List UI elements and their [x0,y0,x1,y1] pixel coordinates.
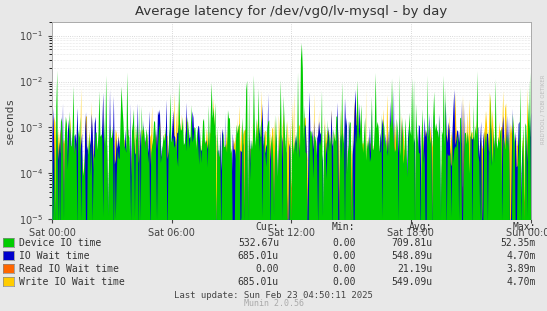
Text: 685.01u: 685.01u [238,277,279,287]
Text: Cur:: Cur: [255,222,279,232]
Y-axis label: seconds: seconds [4,97,15,144]
Text: 709.81u: 709.81u [391,238,432,248]
Text: Write IO Wait time: Write IO Wait time [19,277,125,287]
Text: Device IO time: Device IO time [19,238,101,248]
Text: RRDTOOL / TOBI OETIKER: RRDTOOL / TOBI OETIKER [541,74,546,144]
Title: Average latency for /dev/vg0/lv-mysql - by day: Average latency for /dev/vg0/lv-mysql - … [135,5,447,18]
Text: 0.00: 0.00 [332,277,356,287]
Text: 548.89u: 548.89u [391,251,432,261]
Text: Munin 2.0.56: Munin 2.0.56 [243,299,304,308]
Text: Last update: Sun Feb 23 04:50:11 2025: Last update: Sun Feb 23 04:50:11 2025 [174,291,373,300]
Text: Read IO Wait time: Read IO Wait time [19,264,119,274]
Text: 0.00: 0.00 [332,264,356,274]
Text: IO Wait time: IO Wait time [19,251,90,261]
Text: 4.70m: 4.70m [507,277,536,287]
Text: Max:: Max: [513,222,536,232]
Text: 0.00: 0.00 [332,238,356,248]
Text: 0.00: 0.00 [332,251,356,261]
Text: 4.70m: 4.70m [507,251,536,261]
Text: 3.89m: 3.89m [507,264,536,274]
Text: Min:: Min: [332,222,356,232]
Text: 685.01u: 685.01u [238,251,279,261]
Text: 21.19u: 21.19u [397,264,432,274]
Text: 52.35m: 52.35m [501,238,536,248]
Text: Avg:: Avg: [409,222,432,232]
Text: 0.00: 0.00 [255,264,279,274]
Text: 532.67u: 532.67u [238,238,279,248]
Text: 549.09u: 549.09u [391,277,432,287]
